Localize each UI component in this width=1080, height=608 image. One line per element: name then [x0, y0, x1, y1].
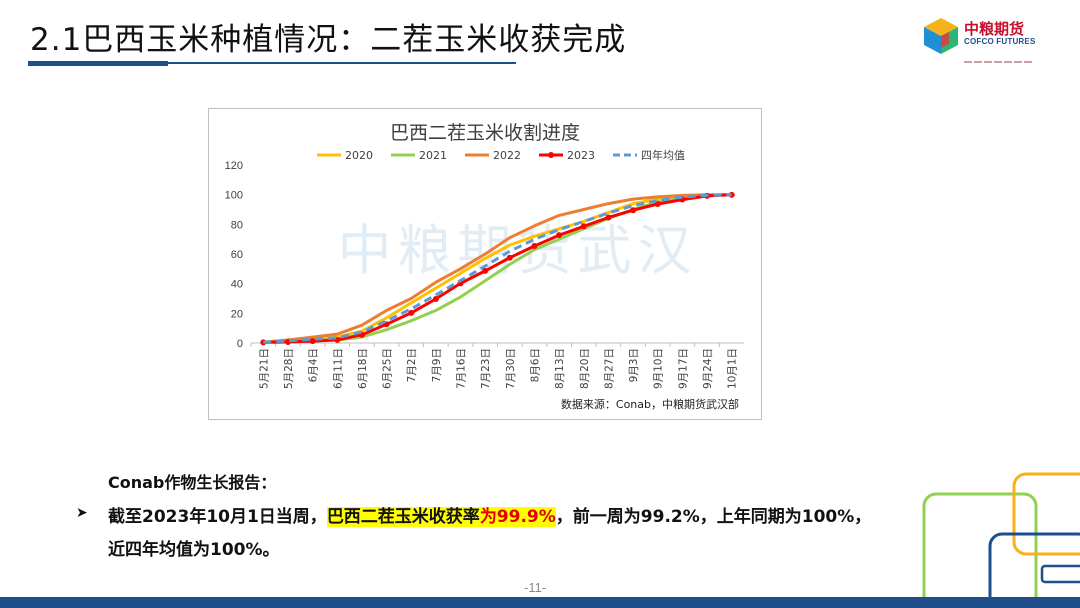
series-point-3-9: [482, 267, 489, 274]
series-line-3: [263, 193, 732, 344]
chart-source-note: 数据来源：Conab，中粮期货武汉部: [561, 397, 739, 411]
series-line-4: [263, 193, 732, 344]
series-line-2: [263, 193, 732, 344]
report-highlight-value: 为99.9%: [479, 507, 556, 527]
series-point-3-14: [605, 214, 612, 221]
series-point-3-12: [556, 232, 563, 239]
report-text-post: ，前一周为99.2%，上年同期为100%，: [555, 507, 872, 527]
company-logo: 中粮期货 COFCO FUTURES: [922, 16, 1052, 63]
y-tick-label-2: 40: [231, 279, 243, 291]
x-tick-label-3: 6月11日: [332, 348, 344, 389]
series-point-3-6: [408, 309, 415, 316]
cube-logo-icon: [924, 18, 958, 54]
legend-marker-3: [548, 152, 554, 158]
x-tick-label-14: 8月27日: [603, 348, 615, 389]
chart-canvas: 中粮期货武汉 巴西二茬玉米收割进度 2020 2021 2022 2023 四年均值 0 20 4…: [225, 122, 744, 411]
report-highlight: 巴西二茬玉米收获率为99.9%: [326, 507, 556, 527]
bullet-arrow-icon: ➤: [76, 505, 88, 521]
y-tick-label-1: 20: [231, 308, 243, 320]
x-tick-label-17: 9月17日: [677, 348, 689, 389]
x-tick-label-6: 7月2日: [406, 348, 418, 382]
x-tick-label-12: 8月13日: [554, 348, 566, 389]
series-point-3-16: [654, 201, 661, 208]
legend-label-4: 四年均值: [641, 148, 685, 162]
legend-label-0: 2020: [345, 149, 373, 162]
slide-title: 2.1巴西玉米种植情况：二茬玉米收获完成: [30, 22, 627, 58]
series-point-3-7: [432, 295, 439, 302]
x-tick-label-11: 8月6日: [529, 348, 541, 382]
page-number: -11-: [524, 580, 547, 595]
x-tick-label-4: 6月18日: [357, 348, 369, 389]
decorative-corner-shapes: [922, 472, 1080, 597]
x-tick-label-1: 5月28日: [283, 348, 295, 389]
logo-name-cn: 中粮期货: [964, 20, 1025, 38]
legend-label-1: 2021: [419, 149, 447, 162]
x-tick-label-5: 6月25日: [382, 348, 394, 389]
y-tick-label-0: 0: [237, 338, 243, 350]
report-text-pre: 截至2023年10月1日当周，: [108, 507, 327, 527]
series-point-3-2: [309, 338, 316, 345]
x-tick-label-15: 9月3日: [628, 348, 640, 382]
x-tick-label-13: 8月20日: [579, 348, 591, 389]
title-underline: [28, 62, 516, 64]
y-tick-label-5: 100: [225, 190, 243, 202]
x-tick-label-7: 7月9日: [431, 348, 443, 382]
x-tick-label-9: 7月23日: [480, 348, 492, 389]
chart-watermark: 中粮期货武汉: [338, 219, 698, 282]
title-underline-accent: [28, 61, 168, 66]
logo-name-en: COFCO FUTURES: [964, 37, 1036, 46]
report-highlight-text: 巴西二茬玉米收获率: [326, 507, 480, 527]
series-point-3-13: [580, 223, 587, 230]
chart-title: 巴西二茬玉米收割进度: [390, 122, 580, 144]
x-tick-label-0: 5月21日: [258, 348, 270, 389]
x-tick-label-2: 6月4日: [308, 348, 320, 382]
report-bullet-line1: 截至2023年10月1日当周，巴西二茬玉米收获率为99.9%，前一周为99.2%…: [108, 502, 871, 527]
x-tick-label-10: 7月30日: [505, 348, 517, 389]
footer-bar: [0, 597, 1080, 608]
x-tick-label-18: 9月24日: [702, 348, 714, 389]
y-tick-label-3: 60: [231, 249, 243, 261]
x-tick-label-8: 7月16日: [456, 348, 468, 389]
y-tick-label-4: 80: [231, 219, 243, 231]
legend-label-2: 2022: [493, 149, 521, 162]
series-point-3-11: [531, 242, 538, 249]
x-tick-label-16: 9月10日: [653, 348, 665, 389]
x-tick-label-19: 10月1日: [727, 348, 739, 389]
legend-label-3: 2023: [567, 149, 595, 162]
report-heading: Conab作物生长报告：: [108, 473, 277, 492]
logo-tagline-mark: [964, 48, 1040, 63]
series-point-3-15: [630, 207, 637, 214]
y-tick-label-6: 120: [225, 160, 243, 172]
harvest-progress-chart: 中粮期货武汉 巴西二茬玉米收割进度 2020 2021 2022 2023 四年均值 0 20 4…: [208, 108, 762, 420]
series-point-3-10: [506, 254, 513, 261]
report-bullet-line2: 近四年均值为100%。: [108, 540, 280, 560]
